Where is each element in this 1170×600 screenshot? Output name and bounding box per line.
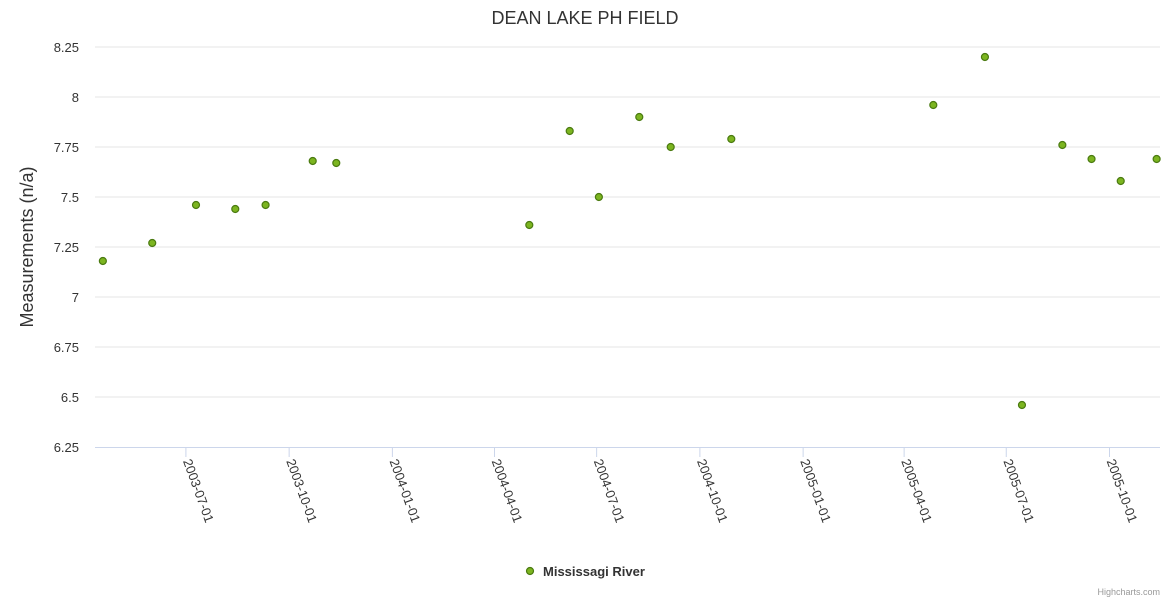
x-tick-label: 2005-10-01 [1104, 457, 1141, 525]
data-point[interactable] [666, 142, 675, 152]
y-tick-label: 8 [72, 90, 79, 105]
x-tick-label: 2005-01-01 [797, 457, 834, 525]
data-point[interactable] [594, 192, 603, 202]
data-point[interactable] [1017, 400, 1027, 410]
data-point[interactable] [980, 52, 990, 62]
x-tick-label: 2004-01-01 [387, 457, 424, 525]
x-tick-label: 2003-10-01 [283, 457, 320, 525]
data-point[interactable] [308, 156, 317, 166]
y-tick-label: 7 [72, 290, 79, 305]
data-point[interactable] [98, 256, 107, 266]
y-tick-label: 6.75 [54, 340, 79, 355]
data-point[interactable] [635, 112, 644, 122]
y-axis-title: Measurements (n/a) [17, 166, 37, 327]
points-layer [98, 52, 1161, 410]
data-point[interactable] [1152, 154, 1161, 164]
data-point[interactable] [261, 200, 270, 210]
data-point[interactable] [929, 100, 938, 110]
x-tick-label: 2004-07-01 [591, 457, 628, 525]
data-point[interactable] [332, 158, 341, 168]
data-point[interactable] [1058, 140, 1067, 150]
y-tick-label: 7.25 [54, 240, 79, 255]
y-tick-label: 6.5 [61, 390, 79, 405]
data-point[interactable] [1087, 154, 1096, 164]
credits-link[interactable]: Highcharts.com [1097, 587, 1160, 597]
legend-item-mississagi-river[interactable]: Mississagi River [543, 564, 645, 579]
data-point[interactable] [565, 126, 574, 136]
x-tick-label: 2004-04-01 [489, 457, 526, 525]
x-tick-label: 2004-10-01 [694, 457, 731, 525]
data-point[interactable] [1116, 176, 1125, 186]
x-tick-label: 2005-07-01 [1000, 457, 1037, 525]
y-tick-label: 6.25 [54, 440, 79, 455]
axis-layer: 6.25 6.5 6.75 7 7.25 7.5 7.75 8 8.25 2003-07-01 20… [54, 40, 1160, 525]
data-point[interactable] [191, 200, 201, 210]
data-point[interactable] [525, 220, 534, 230]
legend[interactable]: Mississagi River [525, 564, 645, 579]
chart-title: DEAN LAKE PH FIELD [491, 8, 678, 28]
grid-layer [95, 46, 1160, 398]
y-tick-label: 7.5 [61, 190, 79, 205]
data-point[interactable] [148, 238, 157, 248]
y-tick-label: 7.75 [54, 140, 79, 155]
x-tick-label: 2005-04-01 [898, 457, 935, 525]
data-point[interactable] [727, 134, 736, 144]
y-tick-label: 8.25 [54, 40, 79, 55]
data-point[interactable] [231, 204, 240, 214]
legend-marker [525, 566, 535, 576]
x-tick-label: 2003-07-01 [180, 457, 217, 525]
